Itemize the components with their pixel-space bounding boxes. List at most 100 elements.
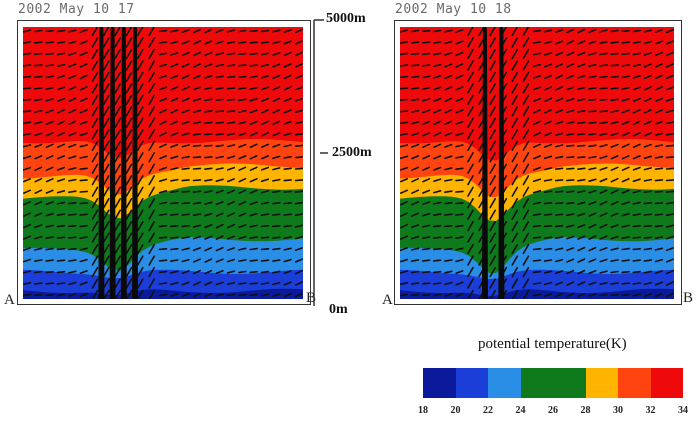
wind-vector	[238, 177, 247, 183]
wind-vector	[260, 178, 270, 183]
wind-vector	[577, 212, 586, 217]
wind-vector	[103, 152, 110, 163]
wind-vector	[79, 97, 88, 103]
wind-vector	[215, 110, 224, 113]
wind-vector	[654, 179, 664, 182]
wind-vector	[204, 156, 213, 159]
wind-vector	[238, 201, 247, 206]
wind-vector	[654, 144, 664, 148]
wind-vector	[444, 190, 453, 193]
wind-vector	[137, 186, 144, 197]
wind-vector	[204, 258, 213, 263]
wind-vector	[192, 98, 202, 102]
wind-vector	[79, 144, 88, 148]
wind-vector	[204, 190, 213, 194]
wind-vector	[283, 213, 292, 216]
wind-vector	[249, 212, 258, 217]
wind-vector	[137, 163, 144, 174]
wind-vector	[68, 178, 77, 182]
wind-vector	[158, 29, 168, 33]
wind-vector	[114, 244, 121, 255]
wind-vector	[599, 189, 608, 194]
wind-vector	[533, 155, 541, 160]
wind-vector	[421, 109, 431, 114]
wind-vector	[158, 63, 168, 68]
wind-vector	[294, 86, 303, 91]
wind-vector	[34, 87, 43, 90]
wind-vector	[665, 247, 674, 252]
wind-vector	[23, 200, 31, 206]
wind-vector	[588, 246, 597, 252]
wind-vector	[114, 106, 121, 117]
wind-vector	[249, 259, 258, 262]
wind-vector	[227, 235, 235, 240]
wind-vector	[421, 270, 431, 274]
wind-vector	[632, 75, 641, 79]
wind-vector	[103, 198, 110, 209]
wind-vector	[610, 87, 619, 90]
wind-vector	[489, 48, 496, 60]
wind-vector	[45, 98, 54, 102]
wind-vector	[170, 293, 179, 297]
wind-vector	[260, 201, 270, 205]
wind-vector	[522, 152, 530, 163]
wind-vector	[193, 74, 201, 80]
wind-vector	[621, 224, 630, 228]
wind-vector	[654, 86, 663, 91]
wind-vector	[400, 64, 409, 67]
wind-vector	[632, 52, 641, 56]
wind-vector	[577, 40, 586, 45]
wind-vector	[215, 75, 224, 79]
wind-vector	[137, 244, 144, 255]
wind-vector	[79, 179, 88, 182]
wind-vector	[410, 235, 420, 240]
wind-vector	[532, 293, 542, 297]
wind-vector	[79, 270, 88, 274]
wind-vector	[554, 155, 564, 159]
wind-vector	[294, 201, 303, 205]
wind-vector	[226, 166, 236, 171]
wind-vector	[272, 143, 281, 148]
wind-vector	[158, 282, 168, 285]
wind-vector	[621, 166, 630, 171]
wind-vector	[261, 132, 269, 137]
wind-vector	[170, 178, 179, 182]
wind-vector	[577, 156, 586, 159]
wind-vector	[125, 266, 133, 278]
wind-vector	[421, 247, 431, 251]
wind-vector	[489, 255, 496, 266]
wind-vector	[532, 52, 542, 56]
wind-vector	[226, 270, 236, 274]
wind-vector	[511, 163, 519, 174]
wind-vector	[577, 63, 586, 68]
wind-vector	[170, 132, 179, 137]
wind-vector	[455, 86, 464, 91]
wind-vector	[91, 60, 99, 71]
wind-vector	[522, 60, 530, 71]
wind-vector	[643, 270, 653, 274]
wind-vector	[588, 270, 597, 275]
wind-vector	[283, 202, 293, 205]
wind-vector	[643, 190, 653, 193]
wind-vector	[91, 129, 99, 140]
wind-vector	[204, 51, 213, 57]
wind-vector	[204, 292, 213, 298]
wind-vector	[654, 120, 664, 125]
wind-vector	[181, 86, 190, 91]
wind-vector	[283, 247, 292, 251]
wind-vector	[489, 289, 496, 299]
wind-vector	[79, 167, 88, 170]
wind-vector	[148, 221, 155, 232]
wind-vector	[170, 155, 179, 160]
wind-vector	[34, 109, 43, 113]
wind-vector	[654, 236, 664, 239]
wind-vector	[489, 186, 496, 197]
wind-vector	[260, 190, 270, 194]
wind-vector	[103, 71, 110, 83]
wind-vector	[665, 258, 674, 263]
wind-vector	[192, 121, 202, 125]
wind-vector	[599, 110, 608, 113]
wind-vector	[283, 63, 292, 68]
wind-vector	[283, 281, 292, 286]
wind-vector	[192, 109, 202, 113]
